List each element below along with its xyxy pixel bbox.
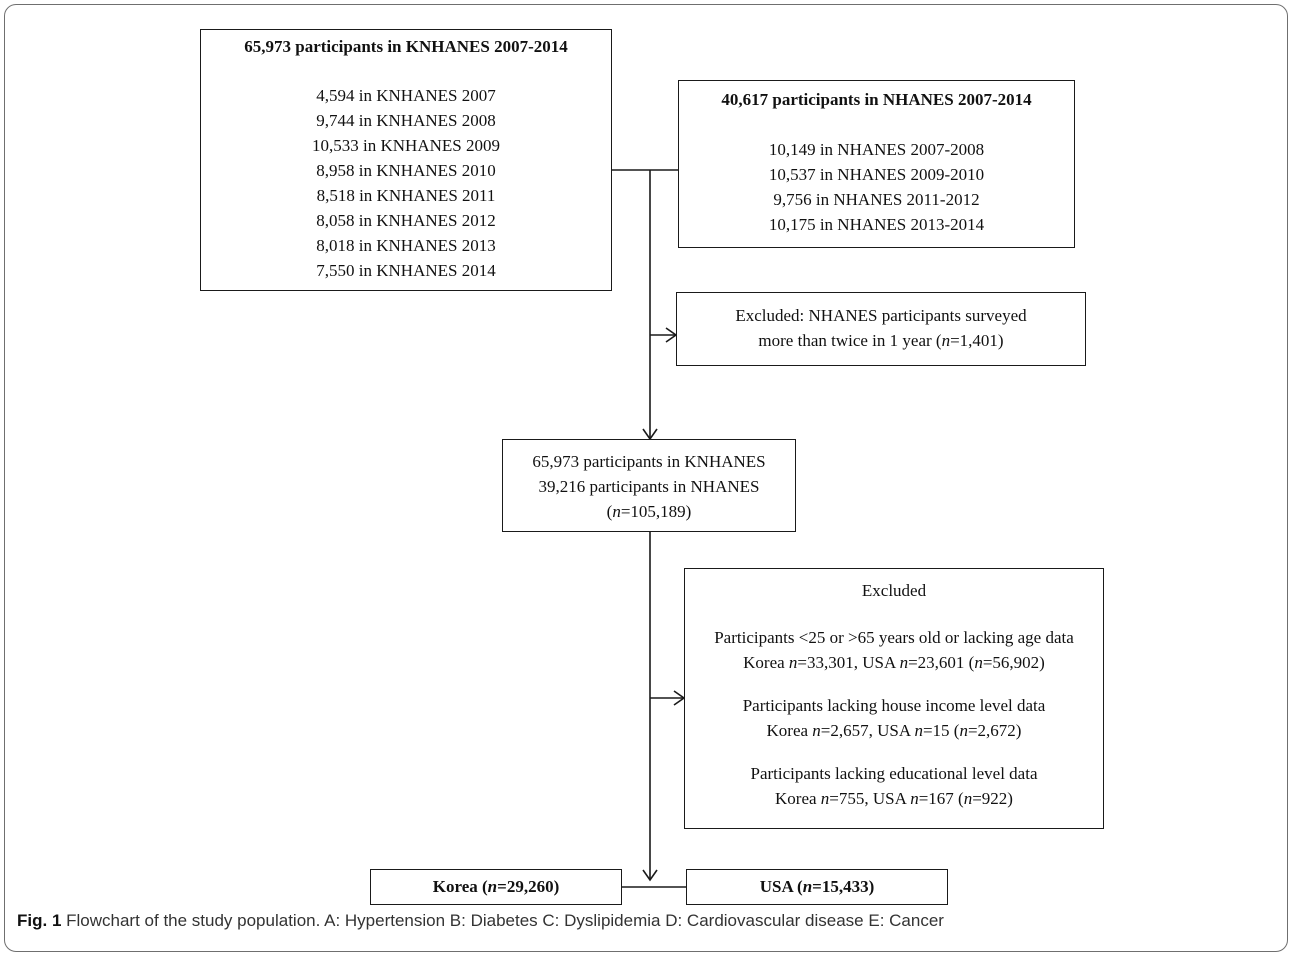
excluded-duplicates-line2: more than twice in 1 year (n=1,401)	[758, 331, 1004, 350]
arrowhead-final	[642, 869, 658, 882]
criteria-group: Participants lacking educational level d…	[685, 761, 1103, 811]
criteria-label: Participants lacking educational level d…	[750, 764, 1038, 783]
list-item: 4,594 in KNHANES 2007	[316, 86, 496, 105]
list-item: 8,518 in KNHANES 2011	[316, 186, 496, 205]
criteria-counts: Korea n=2,657, USA n=15 (n=2,672)	[766, 721, 1022, 740]
caption-label: Fig. 1	[17, 911, 62, 930]
merged-line-nhanes: 39,216 participants in NHANES	[538, 477, 760, 496]
nhanes-box: 40,617 participants in NHANES 2007-2014 …	[678, 80, 1075, 248]
criteria-label: Participants <25 or >65 years old or lac…	[714, 628, 1074, 647]
merged-line-total: (n=105,189)	[606, 502, 692, 521]
list-item: 7,550 in KNHANES 2014	[316, 261, 496, 280]
list-item: 8,958 in KNHANES 2010	[316, 161, 496, 180]
korea-result-label: Korea (n=29,260)	[432, 877, 560, 896]
excluded-duplicates-box: Excluded: NHANES participants surveyed m…	[676, 292, 1086, 366]
list-item: 10,533 in KNHANES 2009	[312, 136, 500, 155]
merged-participants-box: 65,973 participants in KNHANES 39,216 pa…	[502, 439, 796, 532]
criteria-group: Participants lacking house income level …	[685, 693, 1103, 743]
criteria-label: Participants lacking house income level …	[742, 696, 1046, 715]
korea-result-box: Korea (n=29,260)	[370, 869, 622, 905]
list-item: 8,058 in KNHANES 2012	[316, 211, 496, 230]
list-item: 9,744 in KNHANES 2008	[316, 111, 496, 130]
knhanes-year-list: 4,594 in KNHANES 2007 9,744 in KNHANES 2…	[201, 83, 611, 283]
knhanes-title: 65,973 participants in KNHANES 2007-2014	[244, 37, 568, 56]
nhanes-title: 40,617 participants in NHANES 2007-2014	[721, 90, 1032, 109]
criteria-group: Participants <25 or >65 years old or lac…	[685, 625, 1103, 675]
criteria-counts: Korea n=755, USA n=167 (n=922)	[775, 789, 1013, 808]
usa-result-box: USA (n=15,433)	[686, 869, 948, 905]
excluded-criteria-box: Excluded Participants <25 or >65 years o…	[684, 568, 1104, 829]
figure-caption: Fig. 1 Flowchart of the study population…	[17, 911, 944, 931]
list-item: 10,175 in NHANES 2013-2014	[768, 215, 985, 234]
list-item: 9,756 in NHANES 2011-2012	[773, 190, 980, 209]
excluded-criteria-title: Excluded	[861, 581, 927, 600]
excluded-duplicates-line1: Excluded: NHANES participants surveyed	[735, 306, 1027, 325]
usa-result-label: USA (n=15,433)	[759, 877, 875, 896]
list-item: 10,149 in NHANES 2007-2008	[768, 140, 985, 159]
nhanes-cycle-list: 10,149 in NHANES 2007-2008 10,537 in NHA…	[679, 137, 1074, 237]
merged-line-knhanes: 65,973 participants in KNHANES	[532, 452, 766, 471]
caption-text: Flowchart of the study population. A: Hy…	[61, 911, 944, 930]
list-item: 10,537 in NHANES 2009-2010	[768, 165, 985, 184]
criteria-counts: Korea n=33,301, USA n=23,601 (n=56,902)	[743, 653, 1045, 672]
knhanes-box: 65,973 participants in KNHANES 2007-2014…	[200, 29, 612, 291]
list-item: 8,018 in KNHANES 2013	[316, 236, 496, 255]
